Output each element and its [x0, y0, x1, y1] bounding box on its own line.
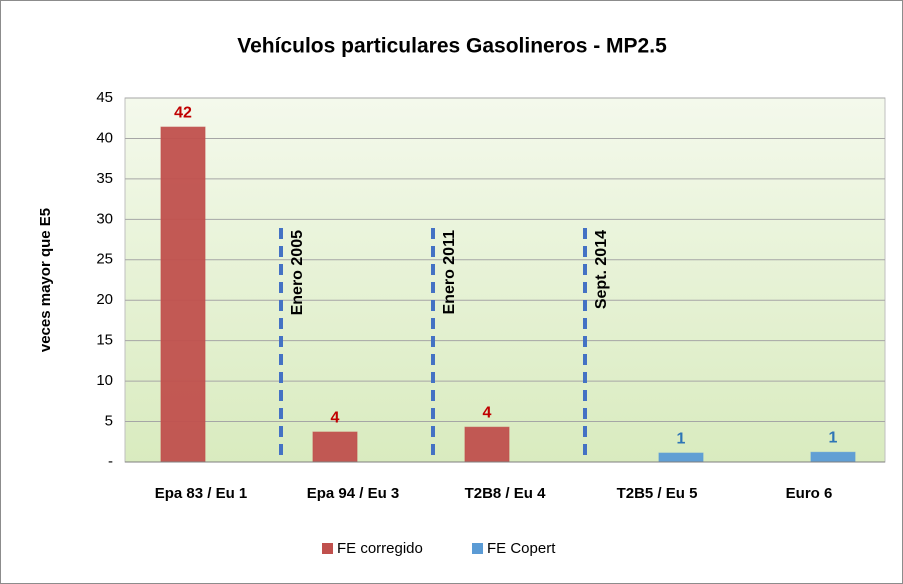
legend-swatch: [472, 543, 483, 554]
bar: [810, 451, 856, 463]
value-label: 4: [331, 409, 340, 426]
x-tick-label: Euro 6: [786, 485, 833, 502]
y-axis-label: veces mayor que E5: [37, 208, 54, 352]
y-tick-label: 40: [96, 129, 113, 146]
y-tick-label: -: [108, 453, 113, 470]
annotation: Enero 2011: [441, 230, 458, 315]
value-label: 4: [483, 404, 492, 421]
legend-label: FE Copert: [487, 540, 556, 557]
value-label: 1: [677, 430, 686, 447]
chart-title: Vehículos particulares Gasolineros - MP2…: [237, 35, 667, 58]
annotation: Sept. 2014: [593, 230, 610, 309]
y-tick-label: 20: [96, 291, 113, 308]
legend-swatch: [322, 543, 333, 554]
x-tick-label: Epa 83 / Eu 1: [155, 485, 248, 502]
y-tick-label: 25: [96, 251, 113, 268]
y-tick-label: 45: [96, 89, 113, 106]
x-tick-label: T2B5 / Eu 5: [617, 485, 698, 502]
y-tick-label: 15: [96, 332, 113, 349]
x-tick-label: T2B8 / Eu 4: [465, 485, 547, 502]
value-label: 42: [174, 104, 192, 121]
y-tick-label: 10: [96, 372, 113, 389]
bar: [658, 452, 704, 463]
x-tick-label: Epa 94 / Eu 3: [307, 485, 400, 502]
legend-label: FE corregido: [337, 540, 423, 557]
y-tick-label: 35: [96, 170, 113, 187]
y-tick-label: 30: [96, 210, 113, 227]
bar: [312, 431, 358, 463]
y-tick-label: 5: [105, 413, 113, 430]
bar: [464, 426, 510, 463]
bar: [160, 126, 206, 463]
annotation: Enero 2005: [289, 230, 306, 315]
value-label: 1: [829, 430, 838, 447]
plot-area: [124, 97, 886, 463]
